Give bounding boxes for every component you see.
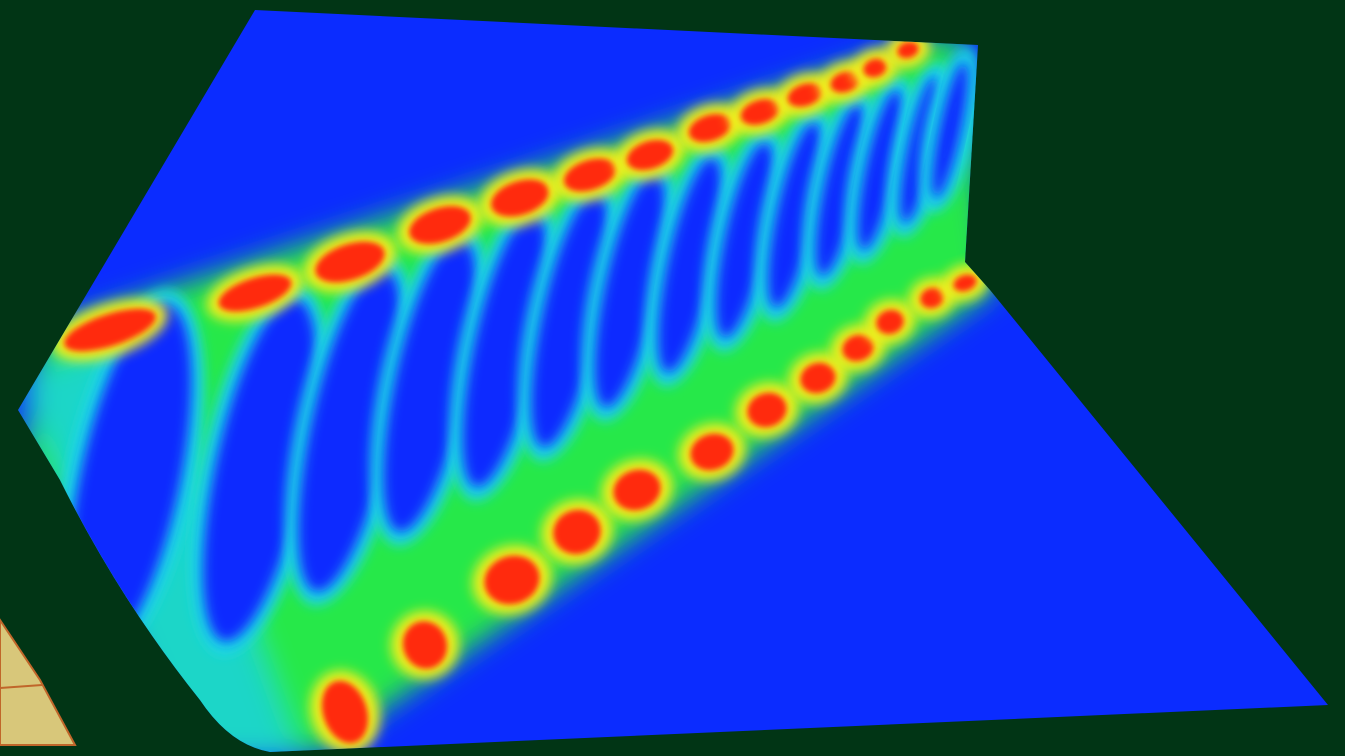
render-view — [0, 0, 1345, 756]
page: (() => { const svg = document.getElement… — [0, 0, 1345, 756]
